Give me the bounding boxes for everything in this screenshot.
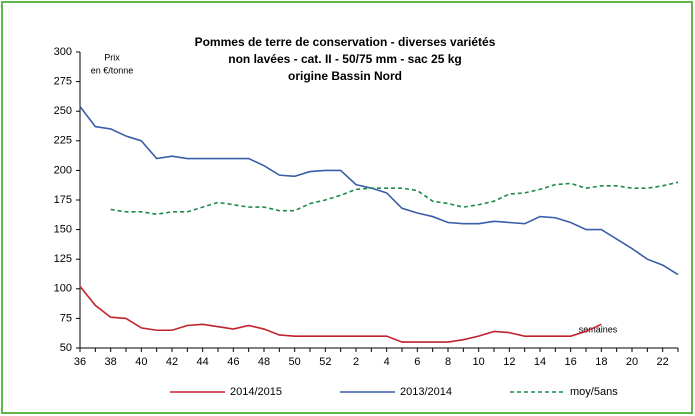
y-tick-label: 125	[54, 253, 72, 265]
line-series	[110, 181, 679, 216]
chart-title: Pommes de terre de conservation - divers…	[195, 35, 496, 49]
x-tick-label: 4	[384, 356, 390, 368]
x-tick-label: 8	[445, 356, 451, 368]
chart-title: non lavées - cat. II - 50/75 mm - sac 25…	[228, 52, 461, 66]
y-tick-label: 200	[54, 164, 72, 176]
x-tick-label: 38	[105, 356, 117, 368]
x-tick-label: 2	[353, 356, 359, 368]
x-tick-label: 50	[289, 356, 301, 368]
y-tick-label: 225	[54, 135, 72, 147]
x-tick-label: 52	[319, 356, 331, 368]
y-tick-label: 50	[60, 342, 72, 354]
y-tick-label: 250	[54, 105, 72, 117]
x-tick-label: 22	[657, 356, 669, 368]
chart-title: origine Bassin Nord	[288, 69, 402, 83]
x-tick-label: 42	[166, 356, 178, 368]
x-tick-label: 18	[595, 356, 607, 368]
legend-label: moy/5ans	[570, 386, 618, 398]
legend-label: 2014/2015	[230, 386, 282, 398]
x-tick-label: 6	[414, 356, 420, 368]
y-tick-label: 75	[60, 312, 72, 324]
y-tick-label: 300	[54, 46, 72, 58]
y-tick-label: 275	[54, 76, 72, 88]
x-tick-label: 44	[197, 356, 209, 368]
y-axis-label: Prix	[104, 52, 120, 62]
x-axis-label: semaines	[579, 324, 618, 334]
y-tick-label: 175	[54, 194, 72, 206]
x-tick-label: 48	[258, 356, 270, 368]
y-axis-label: en €/tonne	[91, 65, 134, 75]
x-tick-label: 46	[227, 356, 239, 368]
line-series	[79, 105, 679, 276]
legend-label: 2013/2014	[400, 386, 452, 398]
x-tick-label: 10	[473, 356, 485, 368]
x-tick-label: 12	[503, 356, 515, 368]
y-tick-label: 100	[54, 283, 72, 295]
x-tick-label: 14	[534, 356, 546, 368]
y-tick-label: 150	[54, 224, 72, 236]
x-tick-label: 16	[565, 356, 577, 368]
x-tick-label: 20	[626, 356, 638, 368]
x-tick-label: 36	[74, 356, 86, 368]
x-tick-label: 40	[135, 356, 147, 368]
line-series	[79, 285, 602, 343]
